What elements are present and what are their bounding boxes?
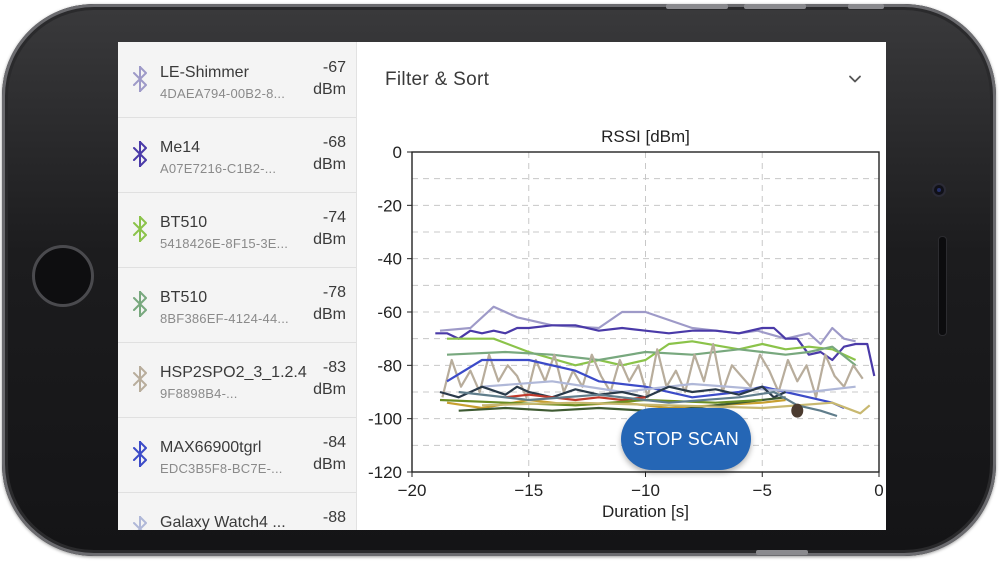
device-name: LE-Shimmer — [160, 64, 249, 81]
volume-button — [666, 4, 728, 9]
device-rssi: -67 dBm — [313, 57, 346, 101]
device-rssi: -84 dBm — [313, 432, 346, 476]
front-camera-icon — [932, 183, 946, 197]
stop-scan-button[interactable]: STOP SCAN — [621, 408, 751, 470]
bluetooth-icon — [133, 516, 147, 530]
app-screen: LE-Shimmer 4DAEA794-00B2-8... -67 dBm Me14 A0… — [118, 42, 886, 530]
series-line — [458, 390, 838, 418]
bluetooth-icon — [133, 141, 147, 167]
volume-button — [744, 4, 806, 9]
device-rssi: -88 — [323, 507, 346, 529]
device-rssi: -68 dBm — [313, 132, 346, 176]
series-line — [441, 342, 864, 399]
y-tick-label: -80 — [377, 356, 402, 375]
x-tick-label: −5 — [753, 481, 772, 500]
rssi-chart: 0 -20 -40 -60 -80 -100 -120−20 −15 −10 −5 0 RSSI [d… — [368, 127, 884, 521]
series-line — [439, 305, 856, 346]
device-rssi: -78 dBm — [313, 282, 346, 326]
device-id: 5418426E-8F15-3E... — [160, 236, 289, 251]
y-tick-label: 0 — [393, 143, 402, 162]
device-item[interactable]: HSP2SPO2_3_1.2.4 9F8898B4-... -83 dBm — [118, 342, 356, 418]
device-rssi: -74 dBm — [313, 207, 346, 251]
device-id: 4DAEA794-00B2-8... — [160, 86, 286, 101]
rssi-value: -78 — [322, 284, 346, 301]
series-line — [505, 393, 646, 402]
rssi-unit: dBm — [313, 306, 346, 323]
device-id: 9F8898B4-... — [160, 386, 238, 401]
bluetooth-icon — [133, 441, 147, 467]
main-panel: Filter & Sort 0 -20 -40 -60 -80 -100 -120 −20 −1… — [357, 42, 886, 530]
mute-switch — [848, 4, 884, 9]
rssi-unit: dBm — [313, 156, 346, 173]
device-item[interactable]: BT510 8BF386EF-4124-44... -78 dBm — [118, 267, 356, 343]
device-item[interactable]: Galaxy Watch4 ... -88 — [118, 492, 356, 530]
device-name: Me14 — [160, 139, 201, 156]
device-list: LE-Shimmer 4DAEA794-00B2-8... -67 dBm Me14 A0… — [118, 42, 357, 530]
device-name: Galaxy Watch4 ... — [160, 514, 286, 530]
x-tick-label: 0 — [874, 481, 883, 500]
device-item[interactable]: LE-Shimmer 4DAEA794-00B2-8... -67 dBm — [118, 42, 356, 118]
device-item[interactable]: MAX66900tgrl EDC3B5F8-BC7E-... -84 dBm — [118, 417, 356, 493]
series-line — [446, 358, 845, 410]
y-tick-label: -40 — [377, 250, 402, 269]
device-id: 8BF386EF-4124-44... — [160, 311, 289, 326]
x-tick-label: −15 — [514, 481, 543, 500]
y-tick-label: -20 — [377, 196, 402, 215]
device-item[interactable]: Me14 A07E7216-C1B2-... -68 dBm — [118, 117, 356, 193]
chart-title: RSSI [dBm] — [601, 127, 690, 146]
device-item[interactable]: BT510 5418426E-8F15-3E... -74 dBm — [118, 192, 356, 268]
device-name: BT510 — [160, 289, 208, 306]
phone-frame: LE-Shimmer 4DAEA794-00B2-8... -67 dBm Me14 A0… — [2, 4, 996, 556]
bluetooth-icon — [133, 66, 147, 92]
series-line — [481, 380, 856, 394]
chevron-down-icon[interactable] — [848, 72, 862, 86]
home-button[interactable] — [32, 245, 94, 307]
series-line — [481, 401, 871, 415]
device-id: A07E7216-C1B2-... — [160, 161, 277, 176]
bluetooth-icon — [133, 366, 147, 392]
device-name: BT510 — [160, 214, 208, 231]
bluetooth-icon — [133, 291, 147, 317]
rssi-value: -68 — [322, 134, 346, 151]
rssi-unit: dBm — [313, 456, 346, 473]
rssi-value: -84 — [322, 434, 346, 451]
rssi-value: -67 — [322, 59, 346, 76]
rssi-value: -74 — [322, 209, 346, 226]
bluetooth-icon — [133, 216, 147, 242]
rssi-value: -83 — [322, 359, 346, 376]
device-name: HSP2SPO2_3_1.2.4 — [160, 364, 307, 381]
x-tick-label: −20 — [398, 481, 427, 500]
x-axis-label: Duration [s] — [602, 502, 689, 521]
filter-sort-dropdown[interactable]: Filter & Sort — [357, 42, 886, 120]
device-id: EDC3B5F8-BC7E-... — [160, 461, 283, 476]
rssi-value: -88 — [322, 509, 346, 526]
filter-sort-label: Filter & Sort — [385, 69, 490, 90]
x-tick-label: −10 — [631, 481, 660, 500]
y-tick-label: -100 — [368, 410, 402, 429]
device-name: MAX66900tgrl — [160, 439, 262, 456]
y-tick-label: -120 — [368, 463, 402, 482]
rssi-unit: dBm — [313, 231, 346, 248]
series-line — [439, 385, 787, 399]
device-rssi: -83 dBm — [313, 357, 346, 401]
series-marker — [791, 403, 804, 418]
rssi-unit: dBm — [313, 81, 346, 98]
y-tick-label: -60 — [377, 303, 402, 322]
earpiece-speaker — [938, 236, 947, 336]
rssi-unit: dBm — [313, 381, 346, 398]
series-line — [447, 337, 857, 367]
power-button — [756, 550, 808, 555]
